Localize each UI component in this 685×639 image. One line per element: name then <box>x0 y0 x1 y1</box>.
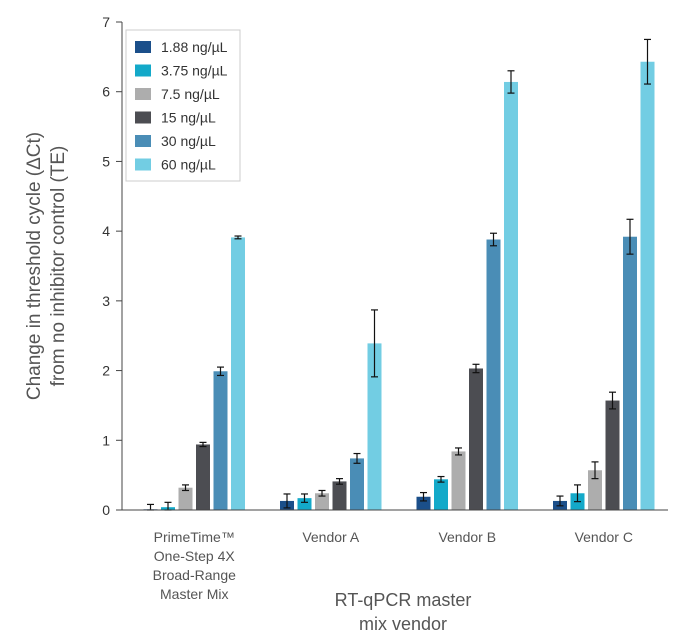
bar <box>297 498 312 510</box>
y-tick-label: 3 <box>102 293 110 309</box>
x-axis-title-line: mix vendor <box>359 614 447 634</box>
bar <box>332 481 347 510</box>
bar <box>640 61 655 510</box>
y-axis-label: Change in threshold cycle (ΔCt) from no i… <box>24 132 69 400</box>
y-tick-label: 4 <box>102 223 110 239</box>
legend-swatch <box>135 41 151 53</box>
bar <box>416 496 431 510</box>
x-category-label-line: Vendor C <box>575 529 633 545</box>
bar <box>196 444 210 510</box>
x-category-label-line: Vendor A <box>302 529 359 545</box>
legend: 1.88 ng/µL 3.75 ng/µL 7.5 ng/µL 15 ng/µL 30 … <box>125 29 241 182</box>
bars <box>143 38 655 511</box>
bar <box>434 479 448 510</box>
y-axis: 0 1 2 3 4 5 6 7 <box>102 14 123 518</box>
x-category-label: Vendor A <box>302 529 359 545</box>
y-axis-title-line: Change in threshold cycle (ΔCt) <box>24 132 45 400</box>
y-tick-label: 0 <box>102 502 110 518</box>
legend-box <box>125 29 241 182</box>
legend-entry-label: 60 ng/µL <box>161 157 216 173</box>
x-axis-label: RT-qPCR master mix vendor <box>335 590 472 634</box>
bar <box>213 371 228 510</box>
legend-entry-label: 1.88 ng/µL <box>161 39 228 55</box>
y-tick-label: 5 <box>102 153 110 169</box>
x-category-label-line: Vendor B <box>438 529 496 545</box>
legend-swatch <box>135 64 151 77</box>
x-axis-title-line: RT-qPCR master <box>335 590 472 610</box>
x-category-label: Vendor B <box>438 529 496 545</box>
y-axis-title-line: from no inhibitor control (TE) <box>48 146 69 387</box>
bar <box>231 237 245 510</box>
bar <box>451 451 466 510</box>
legend-swatch <box>135 135 151 147</box>
bar <box>486 239 501 510</box>
y-tick-label: 2 <box>102 363 110 379</box>
legend-swatch <box>135 88 151 100</box>
x-category-label-line: PrimeTime™ <box>154 529 235 545</box>
bar <box>469 368 483 510</box>
bar <box>623 236 637 510</box>
x-category-label: PrimeTime™ One-Step 4X Broad-Range Master M… <box>153 529 236 602</box>
y-tick-label: 7 <box>102 14 110 30</box>
legend-swatch <box>135 158 151 171</box>
x-category-label-line: Master Mix <box>160 586 228 602</box>
y-tick-label: 1 <box>102 432 110 448</box>
bar <box>504 81 518 510</box>
bar <box>315 493 329 510</box>
legend-entry-label: 15 ng/µL <box>161 110 216 126</box>
y-tick-label: 6 <box>102 84 110 100</box>
legend-entry-label: 3.75 ng/µL <box>161 63 228 79</box>
x-category-label-line: Broad-Range <box>153 567 236 583</box>
bar <box>588 470 602 510</box>
legend-swatch <box>135 111 151 124</box>
bar <box>350 458 364 510</box>
y-axis-title: Change in threshold cycle (ΔCt) from no i… <box>24 132 69 400</box>
legend-entry-label: 7.5 ng/µL <box>161 86 220 102</box>
bar <box>367 343 382 510</box>
bar <box>178 487 193 510</box>
x-category-label: Vendor C <box>575 529 633 545</box>
x-axis-title: RT-qPCR master mix vendor <box>335 590 472 634</box>
bar <box>605 400 620 510</box>
x-axis: PrimeTime™ One-Step 4X Broad-Range Master M… <box>122 509 668 602</box>
x-category-label-line: One-Step 4X <box>154 548 236 564</box>
legend-entry-label: 30 ng/µL <box>161 133 216 149</box>
